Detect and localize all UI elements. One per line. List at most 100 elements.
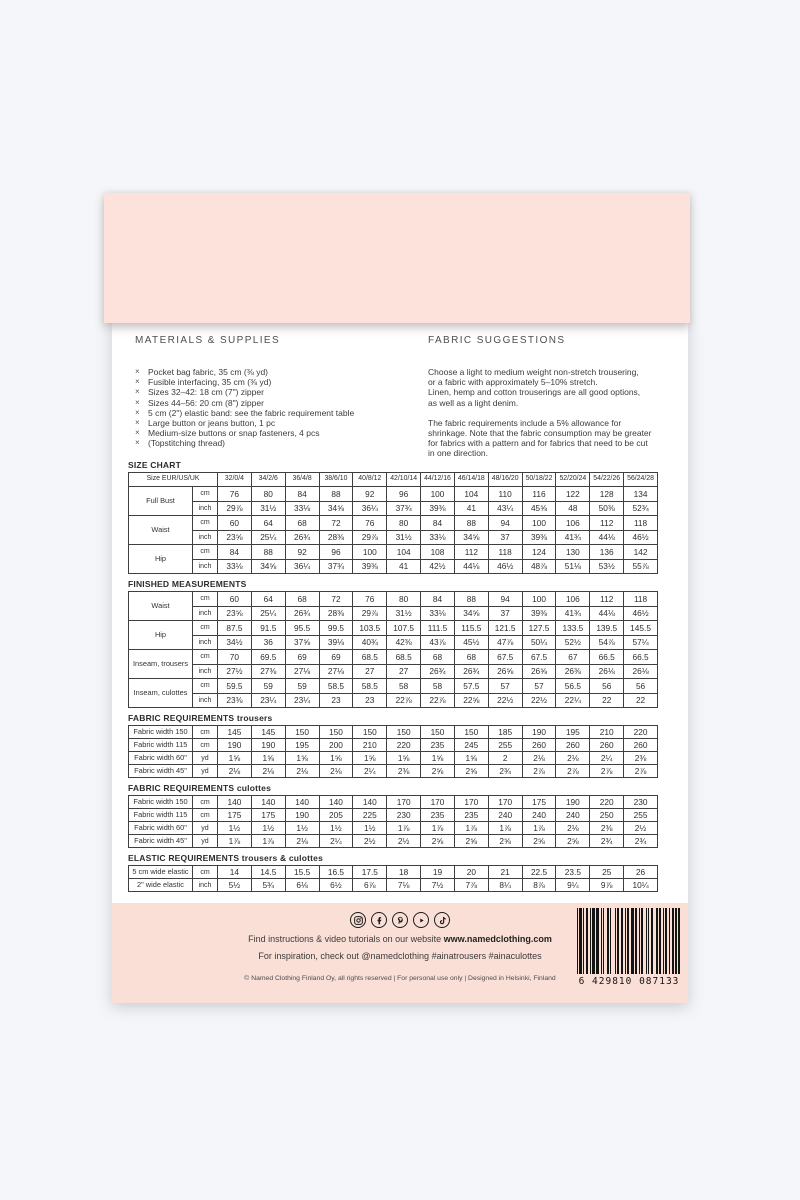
table-cell: 220 — [623, 725, 658, 739]
data-table: Waist cm 60 64 68 72 76 80 84 88 94 100 106 112 118 inc… — [128, 591, 658, 708]
table-cell: 52½ — [555, 634, 591, 650]
table-cell: 1½ — [318, 821, 354, 835]
materials-item-text: Sizes 32–42: 18 cm (7") zipper — [148, 387, 264, 398]
row-label: Full Bust — [128, 486, 193, 516]
row-unit: cm — [192, 865, 218, 879]
table-cell: 27⅛ — [284, 663, 320, 679]
barcode-bar — [645, 908, 647, 974]
table-cell: 44⅛ — [589, 529, 625, 545]
table-cell: 22.5 — [521, 865, 557, 879]
table-cell: 106 — [555, 591, 591, 607]
table-cell: 41¾ — [555, 605, 591, 621]
table-cell: 1⅝ — [217, 751, 252, 765]
table-cell: 1⅞ — [386, 821, 422, 835]
table-cell: 40¾ — [352, 634, 388, 650]
table-row: inch 29⅞ 31½ 33⅛ 34⅝ 36¼ 37¾ 39⅜ 41 43¼ 45⅝ 48 50⅜ 52… — [129, 500, 658, 516]
table-cell: 1⅞ — [521, 821, 557, 835]
table-cell: 1½ — [284, 821, 320, 835]
table-cell: 67.5 — [521, 649, 557, 665]
table-cell: 5½ — [217, 878, 252, 892]
materials-item: × Sizes 32–42: 18 cm (7") zipper — [135, 387, 415, 397]
row-label: Fabric width 45" — [128, 834, 193, 848]
table-cell: 200 — [318, 738, 354, 752]
table-cell: 103.5 — [352, 620, 388, 636]
table-cell: 8¼ — [487, 878, 523, 892]
table-cell: 170 — [420, 795, 455, 809]
size-column-header: 54/22/26 — [589, 472, 625, 487]
table-cell: 34½ — [217, 634, 252, 650]
table-cell: 118 — [623, 515, 658, 531]
table-cell: 190 — [521, 725, 557, 739]
table-row: Full Bust cm 76 80 84 88 92 96 100 104 110 116 122 12… — [128, 486, 658, 516]
table-cell: 10¼ — [623, 878, 658, 892]
table-cell: 145.5 — [623, 620, 658, 636]
materials-item: × 5 cm (2") elastic band: see the fabric … — [135, 408, 415, 418]
table-cell: 2⅛ — [217, 764, 252, 778]
table-cell: 22⅞ — [420, 692, 455, 708]
table-cell: 76 — [352, 591, 388, 607]
table-cell: 170 — [386, 795, 422, 809]
table-cell: 87.5 — [217, 620, 252, 636]
table-cell: 118 — [487, 544, 523, 560]
table-cell: 150 — [284, 725, 320, 739]
table-row: Fabric width 45" yd 2⅛ 2⅛ 2⅛ 2⅛ 2¼ 2⅜ 2⅝ 2⅝ 2¾ 2⅞ 2⅞… — [128, 764, 658, 778]
table-cell: 72 — [318, 591, 354, 607]
table-cell: 2¼ — [589, 751, 625, 765]
table-cell: 36 — [250, 634, 286, 650]
row-label: Inseam, trousers — [128, 649, 193, 679]
fabric-suggestions-text: Choose a light to medium weight non-stre… — [428, 367, 680, 459]
table-cell: 195 — [555, 725, 591, 739]
table-cell: 68.5 — [352, 649, 388, 665]
table-cell: 118 — [623, 591, 658, 607]
table-cell: 84 — [284, 486, 320, 502]
barcode-bar — [641, 908, 644, 974]
row-label: Waist — [128, 591, 193, 621]
table-title-suffix: trousers — [234, 713, 273, 723]
table-cell: 1⅝ — [318, 751, 354, 765]
table-cell: 17.5 — [352, 865, 388, 879]
table-title: FABRIC REQUIREMENTS trousers — [128, 713, 658, 724]
table-row: Waist cm 60 64 68 72 76 80 84 88 94 100 106 112 118 — [128, 515, 658, 545]
table-cell: 2⅝ — [453, 764, 489, 778]
table-cell: 1⅝ — [250, 751, 286, 765]
table-cell: 136 — [589, 544, 625, 560]
row-unit: yd — [192, 834, 218, 848]
size-column-header: 46/14/18 — [453, 472, 489, 487]
table-cell: 66.5 — [623, 649, 658, 665]
row-label: Waist — [128, 515, 193, 545]
table-title-caps: FABRIC REQUIREMENTS — [128, 783, 235, 793]
envelope-top-band — [104, 193, 690, 323]
table-cell: 210 — [352, 738, 388, 752]
table-header-row: Size EUR/US/UK 32/0/4 34/2/6 36/4/8 38/6/10 4… — [128, 472, 658, 487]
table-cell: 2⅝ — [453, 834, 489, 848]
table-cell: 110 — [487, 486, 523, 502]
table-cell: 22⅝ — [453, 692, 489, 708]
table-cell: 27 — [386, 663, 422, 679]
table-row: Waist cm 60 64 68 72 76 80 84 88 94 100 106 112 118 — [128, 591, 658, 621]
table-row: inch 33⅛ 34⅝ 36¼ 37¾ 39⅜ 41 42½ 44⅛ 46½ 48⅞ 51⅛ 53½ 5… — [129, 558, 658, 574]
table-cell: 8⅞ — [521, 878, 557, 892]
row-unit: inch — [192, 878, 218, 892]
table-cell: 1⅞ — [250, 834, 286, 848]
table-cell: 2½ — [352, 834, 388, 848]
table-cell: 170 — [487, 795, 523, 809]
table-cell: 33⅛ — [420, 529, 455, 545]
table-title-caps: SIZE CHART — [128, 460, 181, 470]
table-cell: 34⅝ — [453, 529, 489, 545]
table-cell: 22¼ — [555, 692, 591, 708]
table-cell: 7½ — [420, 878, 455, 892]
table-title: FABRIC REQUIREMENTS culottes — [128, 783, 658, 794]
barcode: 6 429810 087133 — [573, 906, 685, 996]
footer-band: Find instructions & video tutorials on o… — [112, 903, 688, 1003]
row-unit: cm — [192, 620, 218, 636]
table-cell: 1⅝ — [420, 751, 455, 765]
barcode-bar — [647, 908, 650, 974]
website-url: www.namedclothing.com — [443, 934, 552, 944]
table-cell: 185 — [487, 725, 523, 739]
table-cell: 195 — [284, 738, 320, 752]
table-cell: 26¾ — [420, 663, 455, 679]
barcode-bar — [662, 908, 665, 974]
table-cell: 2⅛ — [521, 751, 557, 765]
table-cell: 80 — [250, 486, 286, 502]
table-cell: 128 — [589, 486, 625, 502]
